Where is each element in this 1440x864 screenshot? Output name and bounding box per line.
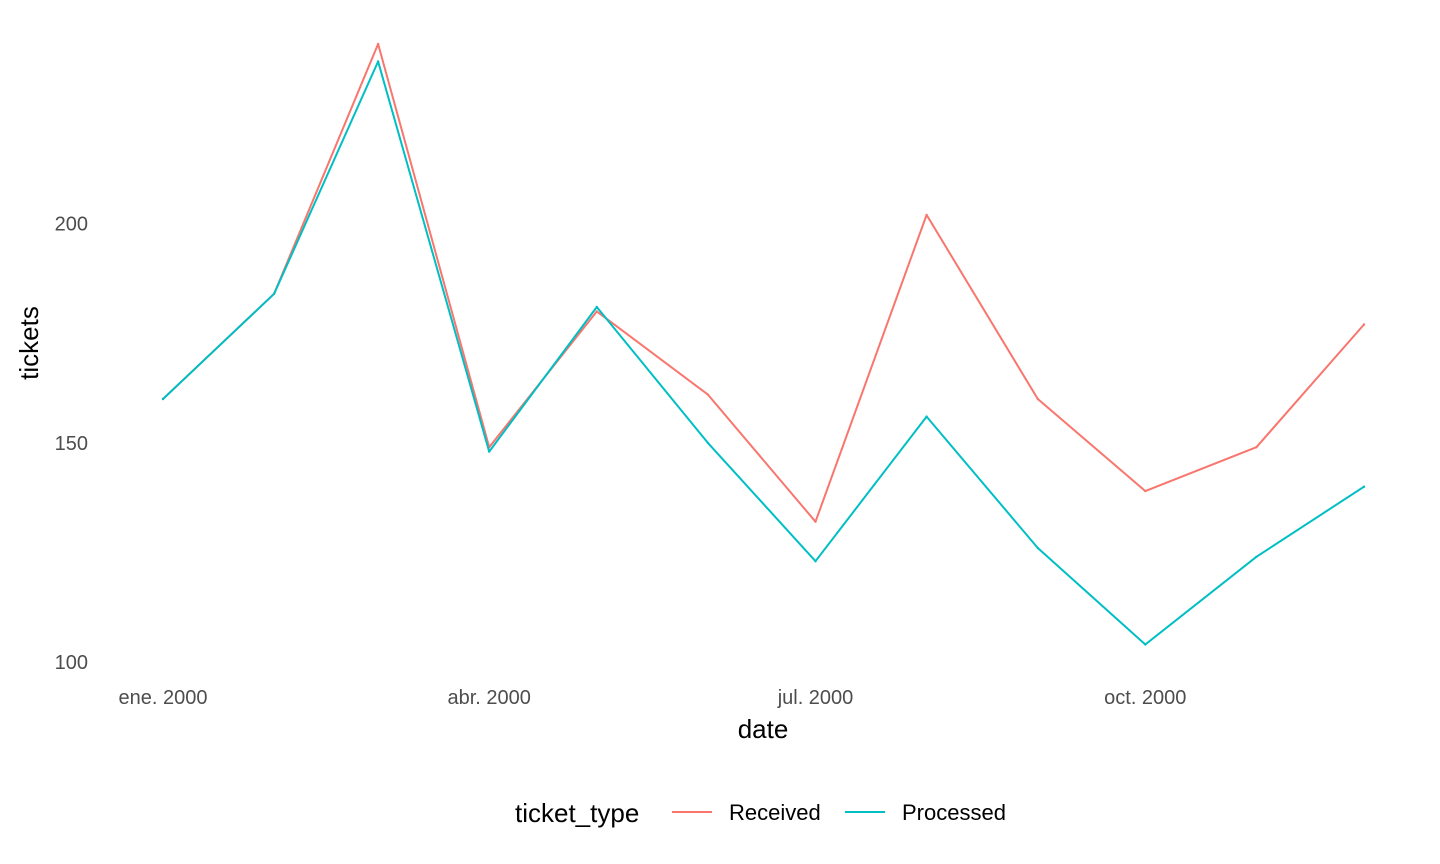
legend: ticket_type Received Processed (515, 798, 1006, 828)
data-point-received (595, 310, 598, 313)
x-tick-label: jul. 2000 (777, 687, 854, 709)
data-point-processed (1362, 485, 1366, 488)
y-axis-title: tickets (14, 306, 44, 380)
data-point-received (706, 393, 710, 396)
data-point-received (1036, 397, 1040, 401)
x-tick-label: oct. 2000 (1104, 687, 1186, 709)
data-point-received (376, 42, 380, 46)
data-point-processed (376, 60, 380, 63)
legend-label-processed: Processed (902, 800, 1006, 825)
data-point-processed (272, 292, 276, 295)
data-point-received (925, 213, 928, 217)
series-line-received (162, 43, 1365, 523)
series-line-processed (162, 60, 1365, 646)
x-tick-label: ene. 2000 (119, 687, 208, 709)
data-point-processed (488, 450, 491, 453)
data-point-processed (161, 397, 165, 401)
data-point-processed (1036, 546, 1040, 550)
data-point-received (1362, 323, 1366, 326)
x-tick-label: abr. 2000 (447, 687, 530, 709)
y-tick-label: 200 (55, 214, 88, 236)
legend-title: ticket_type (515, 798, 639, 828)
legend-label-received: Received (729, 800, 821, 825)
data-point-received (1144, 489, 1147, 493)
plot-area (161, 42, 1366, 646)
data-point-processed (925, 415, 928, 418)
data-point-processed (706, 441, 710, 445)
data-point-processed (814, 560, 817, 563)
x-axis-title: date (738, 714, 789, 744)
data-point-received (1255, 446, 1258, 449)
data-point-received (814, 520, 817, 523)
data-point-processed (1255, 555, 1258, 558)
y-tick-label: 150 (55, 433, 88, 455)
data-point-processed (595, 305, 598, 309)
data-point-processed (1144, 643, 1147, 646)
y-tick-label: 100 (55, 652, 88, 674)
y-axis-ticks: 100 150 200 (55, 214, 88, 674)
x-axis-ticks: ene. 2000 abr. 2000 jul. 2000 oct. 2000 (119, 687, 1187, 709)
